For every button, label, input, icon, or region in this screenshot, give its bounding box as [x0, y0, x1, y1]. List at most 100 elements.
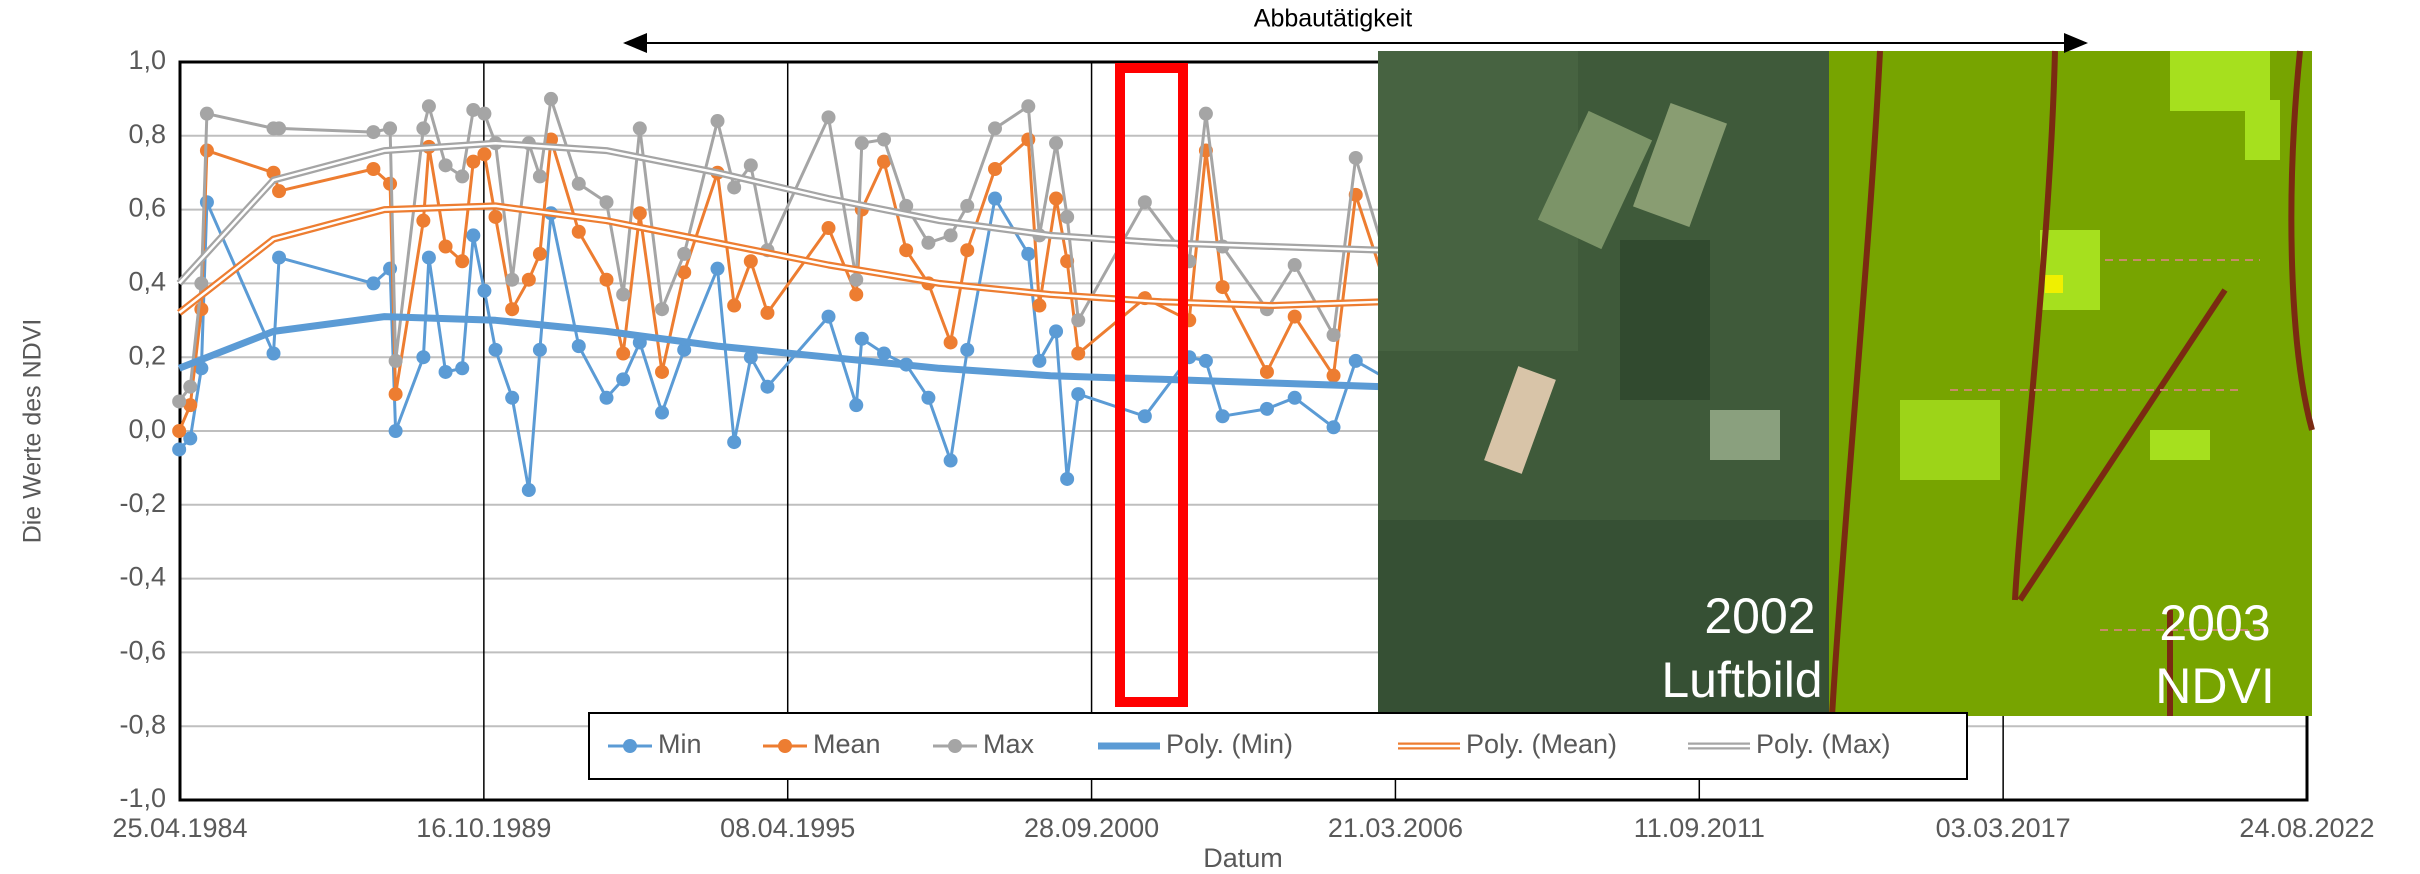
point — [616, 372, 631, 387]
x-tick-label: 21.03.2006 — [1328, 813, 1463, 843]
point — [199, 106, 214, 121]
legend-label: Min — [658, 729, 702, 759]
point — [1287, 257, 1302, 272]
point — [477, 147, 492, 162]
image-label: 2003 — [2159, 595, 2270, 651]
point — [1021, 132, 1036, 147]
point — [544, 91, 559, 106]
point — [599, 272, 614, 287]
point — [505, 390, 520, 405]
point — [921, 390, 936, 405]
point — [1215, 409, 1230, 424]
point — [194, 361, 209, 376]
point — [821, 110, 836, 125]
point — [172, 394, 187, 409]
point — [571, 339, 586, 354]
image-label: NDVI — [2155, 658, 2274, 714]
point — [455, 169, 470, 184]
point — [383, 121, 398, 136]
point — [988, 121, 1003, 136]
x-tick-label: 24.08.2022 — [2239, 813, 2374, 843]
point — [1287, 390, 1302, 405]
point — [760, 305, 775, 320]
ndvi-map — [1829, 50, 2315, 717]
point — [743, 350, 758, 365]
point — [921, 235, 936, 250]
point — [727, 180, 742, 195]
x-tick-label: 08.04.1995 — [720, 813, 855, 843]
point — [655, 302, 670, 317]
point — [544, 132, 559, 147]
point — [849, 287, 864, 302]
point — [421, 250, 436, 265]
point — [455, 361, 470, 376]
point — [1326, 328, 1341, 343]
series-line — [178, 197, 1506, 492]
point — [1049, 324, 1064, 339]
point — [655, 405, 670, 420]
point — [488, 342, 503, 357]
point — [943, 335, 958, 350]
point — [821, 309, 836, 324]
point — [416, 121, 431, 136]
point — [1348, 353, 1363, 368]
point — [183, 431, 198, 446]
point — [438, 364, 453, 379]
point — [172, 442, 187, 457]
point — [854, 136, 869, 151]
point — [1215, 280, 1230, 295]
point — [505, 272, 520, 287]
image-label: Luftbild — [1661, 652, 1822, 708]
point — [943, 453, 958, 468]
point — [466, 102, 481, 117]
trend-line-inner — [178, 204, 1550, 314]
point — [199, 195, 214, 210]
point — [532, 169, 547, 184]
trend-line-inner — [178, 141, 1551, 285]
point — [599, 195, 614, 210]
point — [1326, 420, 1341, 435]
point — [1060, 209, 1075, 224]
point — [477, 283, 492, 298]
point — [266, 346, 281, 361]
point — [743, 158, 758, 173]
point — [899, 243, 914, 258]
point — [1049, 191, 1064, 206]
point — [1198, 353, 1213, 368]
point — [183, 379, 198, 394]
point — [760, 379, 775, 394]
point — [416, 350, 431, 365]
point — [366, 276, 381, 291]
legend-label: Poly. (Min) — [1166, 729, 1293, 759]
point — [727, 298, 742, 313]
point — [1032, 298, 1047, 313]
point — [899, 198, 914, 213]
y-tick-label: 0,4 — [128, 267, 166, 297]
point — [272, 250, 287, 265]
point — [521, 272, 536, 287]
y-tick-label: 1,0 — [128, 45, 166, 75]
point — [988, 191, 1003, 206]
point — [710, 261, 725, 276]
point — [1021, 246, 1036, 261]
point — [1137, 195, 1152, 210]
highlight-box — [1115, 63, 1188, 707]
point — [632, 121, 647, 136]
point — [877, 154, 892, 169]
point — [466, 228, 481, 243]
point — [849, 272, 864, 287]
point — [194, 276, 209, 291]
x-tick-label: 03.03.2017 — [1936, 813, 2071, 843]
point — [677, 246, 692, 261]
point — [1071, 313, 1086, 328]
point — [677, 265, 692, 280]
legend-swatch — [948, 739, 962, 753]
point — [849, 398, 864, 413]
point — [677, 342, 692, 357]
point — [960, 198, 975, 213]
point — [388, 387, 403, 402]
legend-swatch — [623, 739, 637, 753]
point — [988, 162, 1003, 177]
point — [272, 184, 287, 199]
